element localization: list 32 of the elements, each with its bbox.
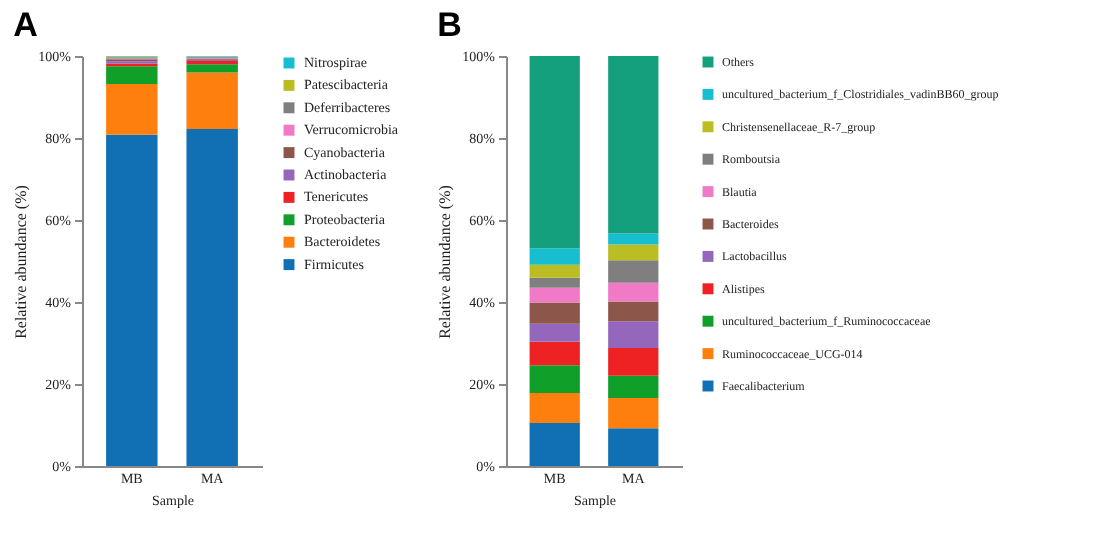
bar bbox=[608, 321, 659, 348]
chart-title: B bbox=[437, 6, 462, 44]
bar bbox=[106, 83, 158, 135]
bar bbox=[529, 277, 580, 288]
bar bbox=[529, 302, 580, 324]
chart-title: A bbox=[13, 6, 38, 44]
bar bbox=[608, 56, 659, 234]
y-axis-title: Relative abundance (%) bbox=[12, 184, 31, 339]
bar bbox=[608, 428, 659, 466]
bar bbox=[529, 323, 580, 342]
bar bbox=[608, 347, 659, 376]
bar bbox=[608, 233, 659, 245]
bar bbox=[529, 264, 580, 278]
bar bbox=[529, 422, 580, 466]
y-axis-title: Relative abundance (%) bbox=[436, 184, 455, 339]
bar bbox=[608, 397, 659, 429]
bar bbox=[186, 128, 238, 466]
bar bbox=[106, 66, 158, 84]
bar bbox=[186, 64, 238, 73]
bar bbox=[106, 134, 158, 466]
bar bbox=[186, 72, 238, 129]
bar bbox=[608, 282, 659, 302]
bar bbox=[529, 248, 580, 265]
bar bbox=[529, 341, 580, 366]
bar bbox=[608, 260, 659, 283]
bar bbox=[608, 244, 659, 261]
bar bbox=[529, 56, 580, 249]
bar bbox=[529, 365, 580, 394]
bar bbox=[608, 301, 659, 322]
bar bbox=[529, 393, 580, 423]
bar bbox=[608, 375, 659, 398]
bar bbox=[529, 287, 580, 303]
